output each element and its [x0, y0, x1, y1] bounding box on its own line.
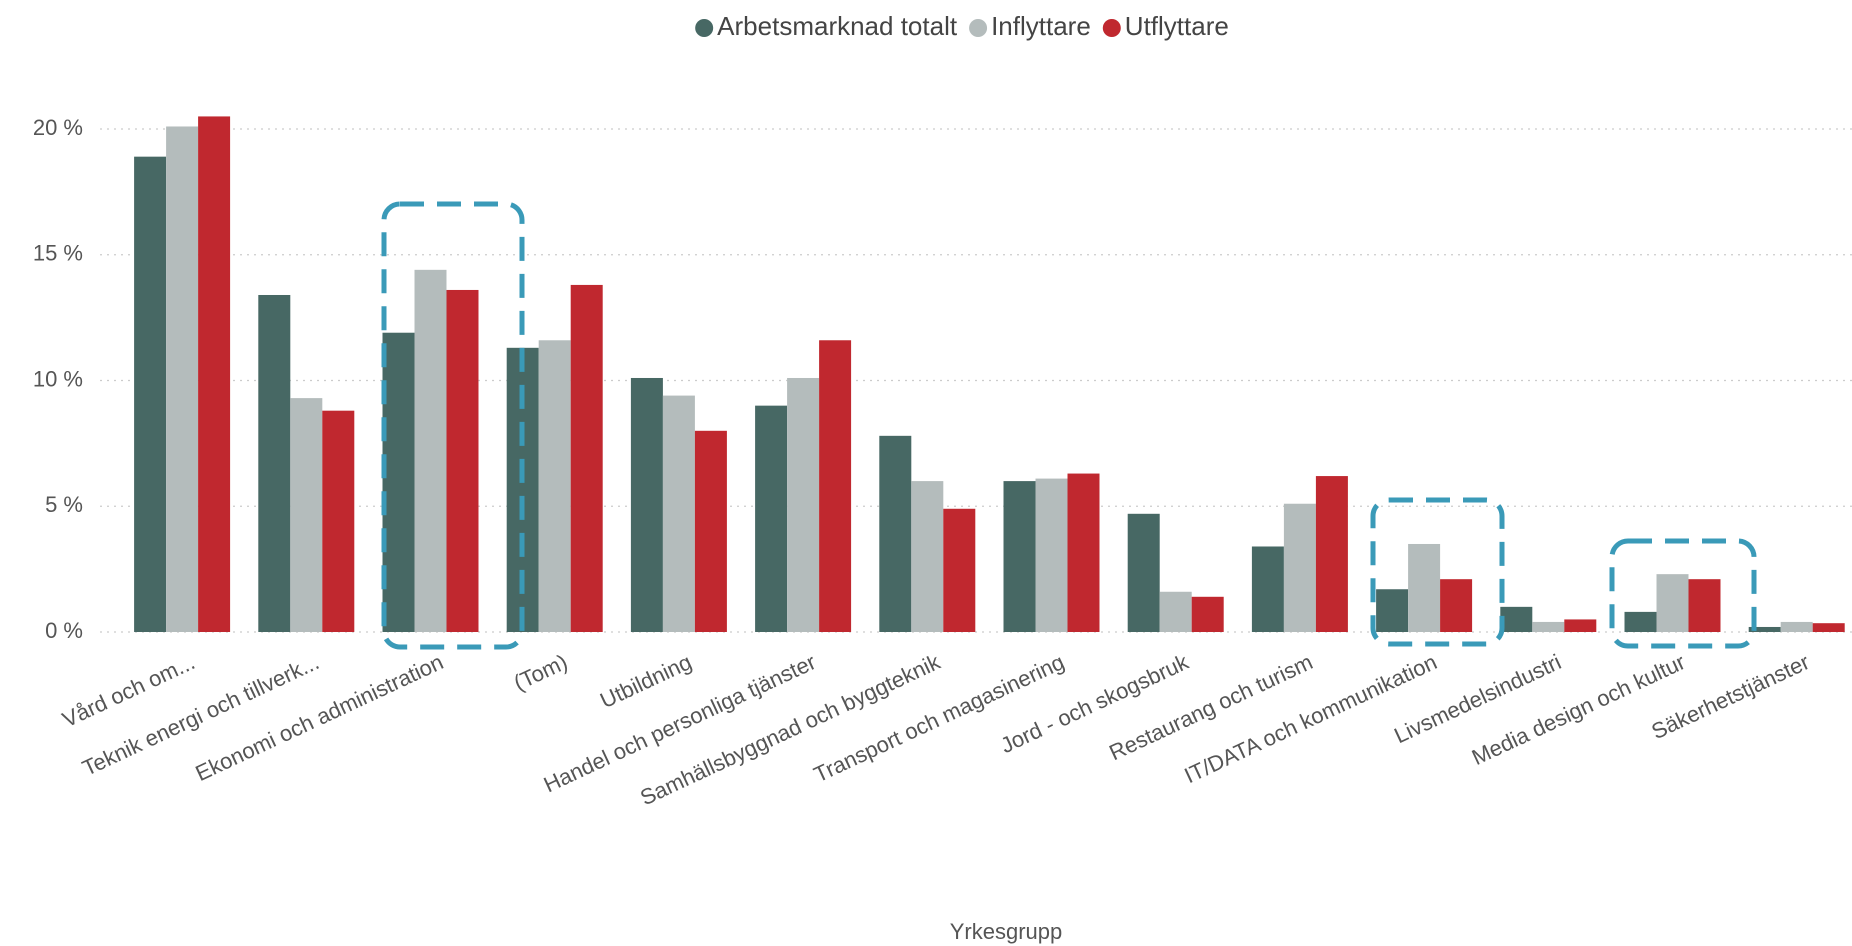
y-tick-label: 20 %	[33, 115, 83, 140]
legend-marker	[695, 19, 714, 37]
bar	[755, 405, 788, 632]
y-tick-label: 5 %	[45, 492, 83, 517]
bar	[1127, 513, 1160, 632]
bar	[570, 284, 603, 632]
bar	[630, 377, 663, 632]
legend-label: Utflyttare	[1125, 11, 1229, 41]
bar	[1159, 591, 1192, 632]
legend-marker	[1102, 19, 1121, 37]
bar	[819, 340, 852, 632]
bar	[1780, 621, 1813, 632]
bar	[1688, 579, 1721, 632]
bar	[290, 398, 323, 632]
bar	[1251, 546, 1284, 632]
legend: Arbetsmarknad totalt Inflyttare Utflyttare	[695, 11, 1229, 41]
x-tick-label: Restaurang och turism	[1105, 649, 1316, 765]
bar	[1283, 503, 1316, 632]
x-tick-label: Utbildning	[596, 649, 695, 713]
bar	[787, 377, 820, 632]
bar	[322, 410, 355, 632]
bar	[694, 430, 727, 632]
bar	[1500, 606, 1533, 632]
y-tick-label: 15 %	[33, 241, 83, 266]
bar	[879, 435, 912, 632]
highlight-box	[1370, 497, 1505, 647]
bar	[198, 116, 231, 633]
x-tick-label: (Tom)	[510, 649, 572, 695]
legend-label: Inflyttare	[991, 11, 1091, 41]
bar	[1812, 623, 1845, 632]
legend-marker	[969, 19, 988, 37]
bar	[1191, 596, 1224, 632]
bar	[1532, 621, 1565, 632]
bar	[258, 294, 291, 632]
highlight-box	[1609, 538, 1757, 649]
bar	[911, 481, 944, 632]
bar	[1376, 589, 1409, 632]
bar	[1067, 473, 1100, 632]
bar	[1035, 478, 1068, 632]
bar	[1624, 611, 1657, 632]
legend-label: Arbetsmarknad totalt	[717, 11, 958, 41]
bar	[662, 395, 695, 632]
bar	[943, 508, 976, 632]
bar	[446, 289, 479, 632]
bar	[1564, 619, 1597, 632]
bar	[1656, 574, 1689, 632]
bar	[1003, 481, 1036, 632]
x-axis-title: Yrkesgrupp	[950, 919, 1063, 944]
y-tick-label: 0 %	[45, 618, 83, 643]
bar	[1408, 543, 1441, 632]
bar	[382, 332, 415, 632]
highlight-box	[381, 201, 525, 650]
y-tick-label: 10 %	[33, 366, 83, 391]
bar	[1440, 579, 1473, 632]
bar	[414, 269, 447, 632]
bar	[538, 340, 571, 632]
bar	[1748, 626, 1781, 632]
bar	[166, 126, 199, 633]
bar	[134, 156, 167, 633]
bar	[1315, 476, 1348, 632]
x-tick-label: Media design och kultur	[1468, 649, 1689, 770]
